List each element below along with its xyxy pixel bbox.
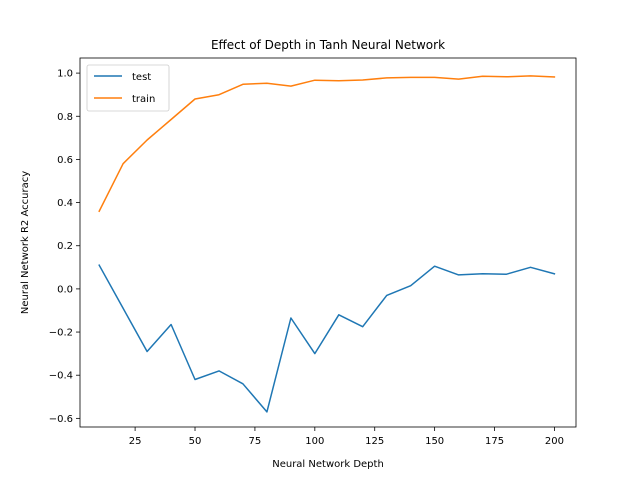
series-line-test xyxy=(98,264,556,413)
x-tick-label: 200 xyxy=(545,436,564,447)
x-axis-label: Neural Network Depth xyxy=(272,459,384,470)
x-tick-label: 125 xyxy=(365,436,384,447)
legend: test train xyxy=(86,64,170,112)
legend-box xyxy=(86,64,170,112)
legend-label-test: test xyxy=(132,72,151,83)
y-axis-ticks: −0.6 −0.4 −0.2 0.0 0.2 0.4 0.6 0.8 1.0 xyxy=(49,69,80,425)
x-tick-label: 175 xyxy=(485,436,504,447)
y-tick-label: 0.6 xyxy=(57,155,73,166)
x-tick-label: 100 xyxy=(305,436,324,447)
y-tick-label: 1.0 xyxy=(57,69,73,80)
series-line-train xyxy=(98,75,556,213)
y-tick-label: 0.4 xyxy=(57,198,73,209)
x-tick-label: 25 xyxy=(129,436,142,447)
y-tick-label: 0.0 xyxy=(57,284,73,295)
y-tick-label: 0.8 xyxy=(57,112,73,123)
y-tick-label: −0.2 xyxy=(49,328,73,339)
y-axis-label: Neural Network R2 Accuracy xyxy=(20,171,31,314)
x-tick-label: 75 xyxy=(249,436,262,447)
x-tick-label: 150 xyxy=(425,436,444,447)
y-tick-label: 0.2 xyxy=(57,241,73,252)
x-tick-label: 50 xyxy=(189,436,202,447)
chart-title: Effect of Depth in Tanh Neural Network xyxy=(211,38,445,52)
legend-label-train: train xyxy=(132,94,155,105)
plot-frame xyxy=(79,57,577,428)
y-tick-label: −0.4 xyxy=(49,371,73,382)
x-axis-ticks: 25 50 75 100 125 150 175 200 xyxy=(129,427,564,447)
plot-lines xyxy=(98,75,556,413)
y-tick-label: −0.6 xyxy=(49,414,73,425)
